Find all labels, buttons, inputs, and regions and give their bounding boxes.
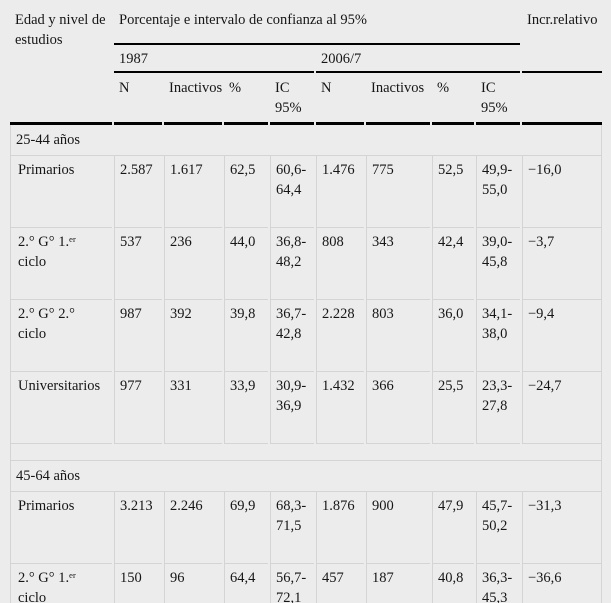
cell-n-1987: 987	[114, 300, 162, 372]
cell-n-2006: 1.476	[316, 156, 364, 228]
cell-inactivos-1987: 392	[164, 300, 222, 372]
column-header-porcentaje-ic: Porcentaje e intervalo de confianza al 9…	[114, 8, 520, 45]
cell-pct-1987: 69,9	[224, 492, 268, 564]
row-label: Primarios	[10, 492, 112, 564]
section-header-row: 45-64 años	[10, 461, 602, 492]
cell-n-2006: 808	[316, 228, 364, 300]
cell-inactivos-2006: 775	[366, 156, 430, 228]
cell-ic95-1987: 60,6- 64,4	[270, 156, 314, 228]
row-label: Universitarios	[10, 372, 112, 444]
table-body: 25-44 años Primarios 2.587 1.617 62,5 60…	[10, 125, 602, 603]
cell-incr-relativo: −31,3	[522, 492, 602, 564]
cell-pct-2006: 40,8	[432, 564, 474, 603]
cell-incr-relativo: −9,4	[522, 300, 602, 372]
cell-ic95-1987: 68,3- 71,5	[270, 492, 314, 564]
cell-inactivos-2006: 187	[366, 564, 430, 603]
column-header-edad-nivel: Edad y nivel de estudios	[10, 8, 112, 125]
cell-pct-2006: 52,5	[432, 156, 474, 228]
subheader-n-1987: N	[114, 73, 162, 125]
cell-ic95-1987: 36,8- 48,2	[270, 228, 314, 300]
cell-pct-1987: 64,4	[224, 564, 268, 603]
cell-pct-1987: 44,0	[224, 228, 268, 300]
cell-pct-1987: 33,9	[224, 372, 268, 444]
cell-pct-1987: 39,8	[224, 300, 268, 372]
year-group-1987: 1987	[114, 45, 314, 73]
subheader-n-2006: N	[316, 73, 364, 125]
subheader-ic95-1987: IC 95%	[270, 73, 314, 125]
cell-inactivos-1987: 2.246	[164, 492, 222, 564]
cell-inactivos-1987: 236	[164, 228, 222, 300]
year-group-2006-7: 2006/7	[316, 45, 520, 73]
cell-inactivos-1987: 1.617	[164, 156, 222, 228]
subheader-incr-empty	[522, 73, 602, 125]
table-row: 2.° G° 1.ᵉʳ ciclo 537 236 44,0 36,8- 48,…	[10, 228, 602, 300]
table-header: Edad y nivel de estudios Porcentaje e in…	[10, 8, 602, 125]
subheader-pct-2006: %	[432, 73, 474, 125]
cell-n-2006: 1.876	[316, 492, 364, 564]
cell-pct-2006: 25,5	[432, 372, 474, 444]
cell-ic95-2006: 34,1- 38,0	[476, 300, 520, 372]
cell-ic95-1987: 30,9- 36,9	[270, 372, 314, 444]
cell-inactivos-2006: 343	[366, 228, 430, 300]
cell-pct-1987: 62,5	[224, 156, 268, 228]
cell-inactivos-2006: 366	[366, 372, 430, 444]
cell-pct-2006: 47,9	[432, 492, 474, 564]
statistics-table: Edad y nivel de estudios Porcentaje e in…	[8, 8, 604, 603]
header-row-groups: Edad y nivel de estudios Porcentaje e in…	[10, 8, 602, 125]
column-header-incr-relativo: Incr.relativo	[522, 8, 602, 73]
row-label: 2.° G° 1.ᵉʳ ciclo	[10, 564, 112, 603]
cell-ic95-1987: 36,7- 42,8	[270, 300, 314, 372]
subheader-inactivos-1987: Inactivos	[164, 73, 222, 125]
cell-inactivos-2006: 900	[366, 492, 430, 564]
cell-ic95-2006: 36,3- 45,3	[476, 564, 520, 603]
cell-inactivos-2006: 803	[366, 300, 430, 372]
cell-ic95-1987: 56,7- 72,1	[270, 564, 314, 603]
section-title-45-64: 45-64 años	[10, 461, 602, 492]
subheader-inactivos-2006: Inactivos	[366, 73, 430, 125]
header-row-years: 1987 2006/7	[10, 45, 602, 73]
row-label: 2.° G° 1.ᵉʳ ciclo	[10, 228, 112, 300]
cell-incr-relativo: −36,6	[522, 564, 602, 603]
cell-n-1987: 537	[114, 228, 162, 300]
cell-n-2006: 1.432	[316, 372, 364, 444]
cell-n-1987: 150	[114, 564, 162, 603]
cell-inactivos-1987: 331	[164, 372, 222, 444]
table-row: Primarios 2.587 1.617 62,5 60,6- 64,4 1.…	[10, 156, 602, 228]
cell-n-2006: 457	[316, 564, 364, 603]
cell-ic95-2006: 45,7- 50,2	[476, 492, 520, 564]
subheader-ic95-2006: IC 95%	[476, 73, 520, 125]
cell-pct-2006: 36,0	[432, 300, 474, 372]
cell-ic95-2006: 49,9- 55,0	[476, 156, 520, 228]
cell-n-1987: 977	[114, 372, 162, 444]
cell-n-1987: 2.587	[114, 156, 162, 228]
cell-incr-relativo: −3,7	[522, 228, 602, 300]
cell-incr-relativo: −16,0	[522, 156, 602, 228]
table-row: 2.° G° 1.ᵉʳ ciclo 150 96 64,4 56,7- 72,1…	[10, 564, 602, 603]
subheader-pct-1987: %	[224, 73, 268, 125]
row-label: Primarios	[10, 156, 112, 228]
row-label: 2.° G° 2.° ciclo	[10, 300, 112, 372]
cell-n-2006: 2.228	[316, 300, 364, 372]
cell-n-1987: 3.213	[114, 492, 162, 564]
table-row: Universitarios 977 331 33,9 30,9- 36,9 1…	[10, 372, 602, 444]
section-title-25-44: 25-44 años	[10, 125, 602, 156]
cell-ic95-2006: 23,3- 27,8	[476, 372, 520, 444]
cell-pct-2006: 42,4	[432, 228, 474, 300]
cell-incr-relativo: −24,7	[522, 372, 602, 444]
header-row-subcolumns: N Inactivos % IC 95% N Inactivos % IC 95…	[10, 73, 602, 125]
cell-ic95-2006: 39,0- 45,8	[476, 228, 520, 300]
spacer-cell	[10, 444, 602, 461]
table-row: Primarios 3.213 2.246 69,9 68,3- 71,5 1.…	[10, 492, 602, 564]
spacer-row	[10, 444, 602, 461]
section-header-row: 25-44 años	[10, 125, 602, 156]
table-row: 2.° G° 2.° ciclo 987 392 39,8 36,7- 42,8…	[10, 300, 602, 372]
cell-inactivos-1987: 96	[164, 564, 222, 603]
